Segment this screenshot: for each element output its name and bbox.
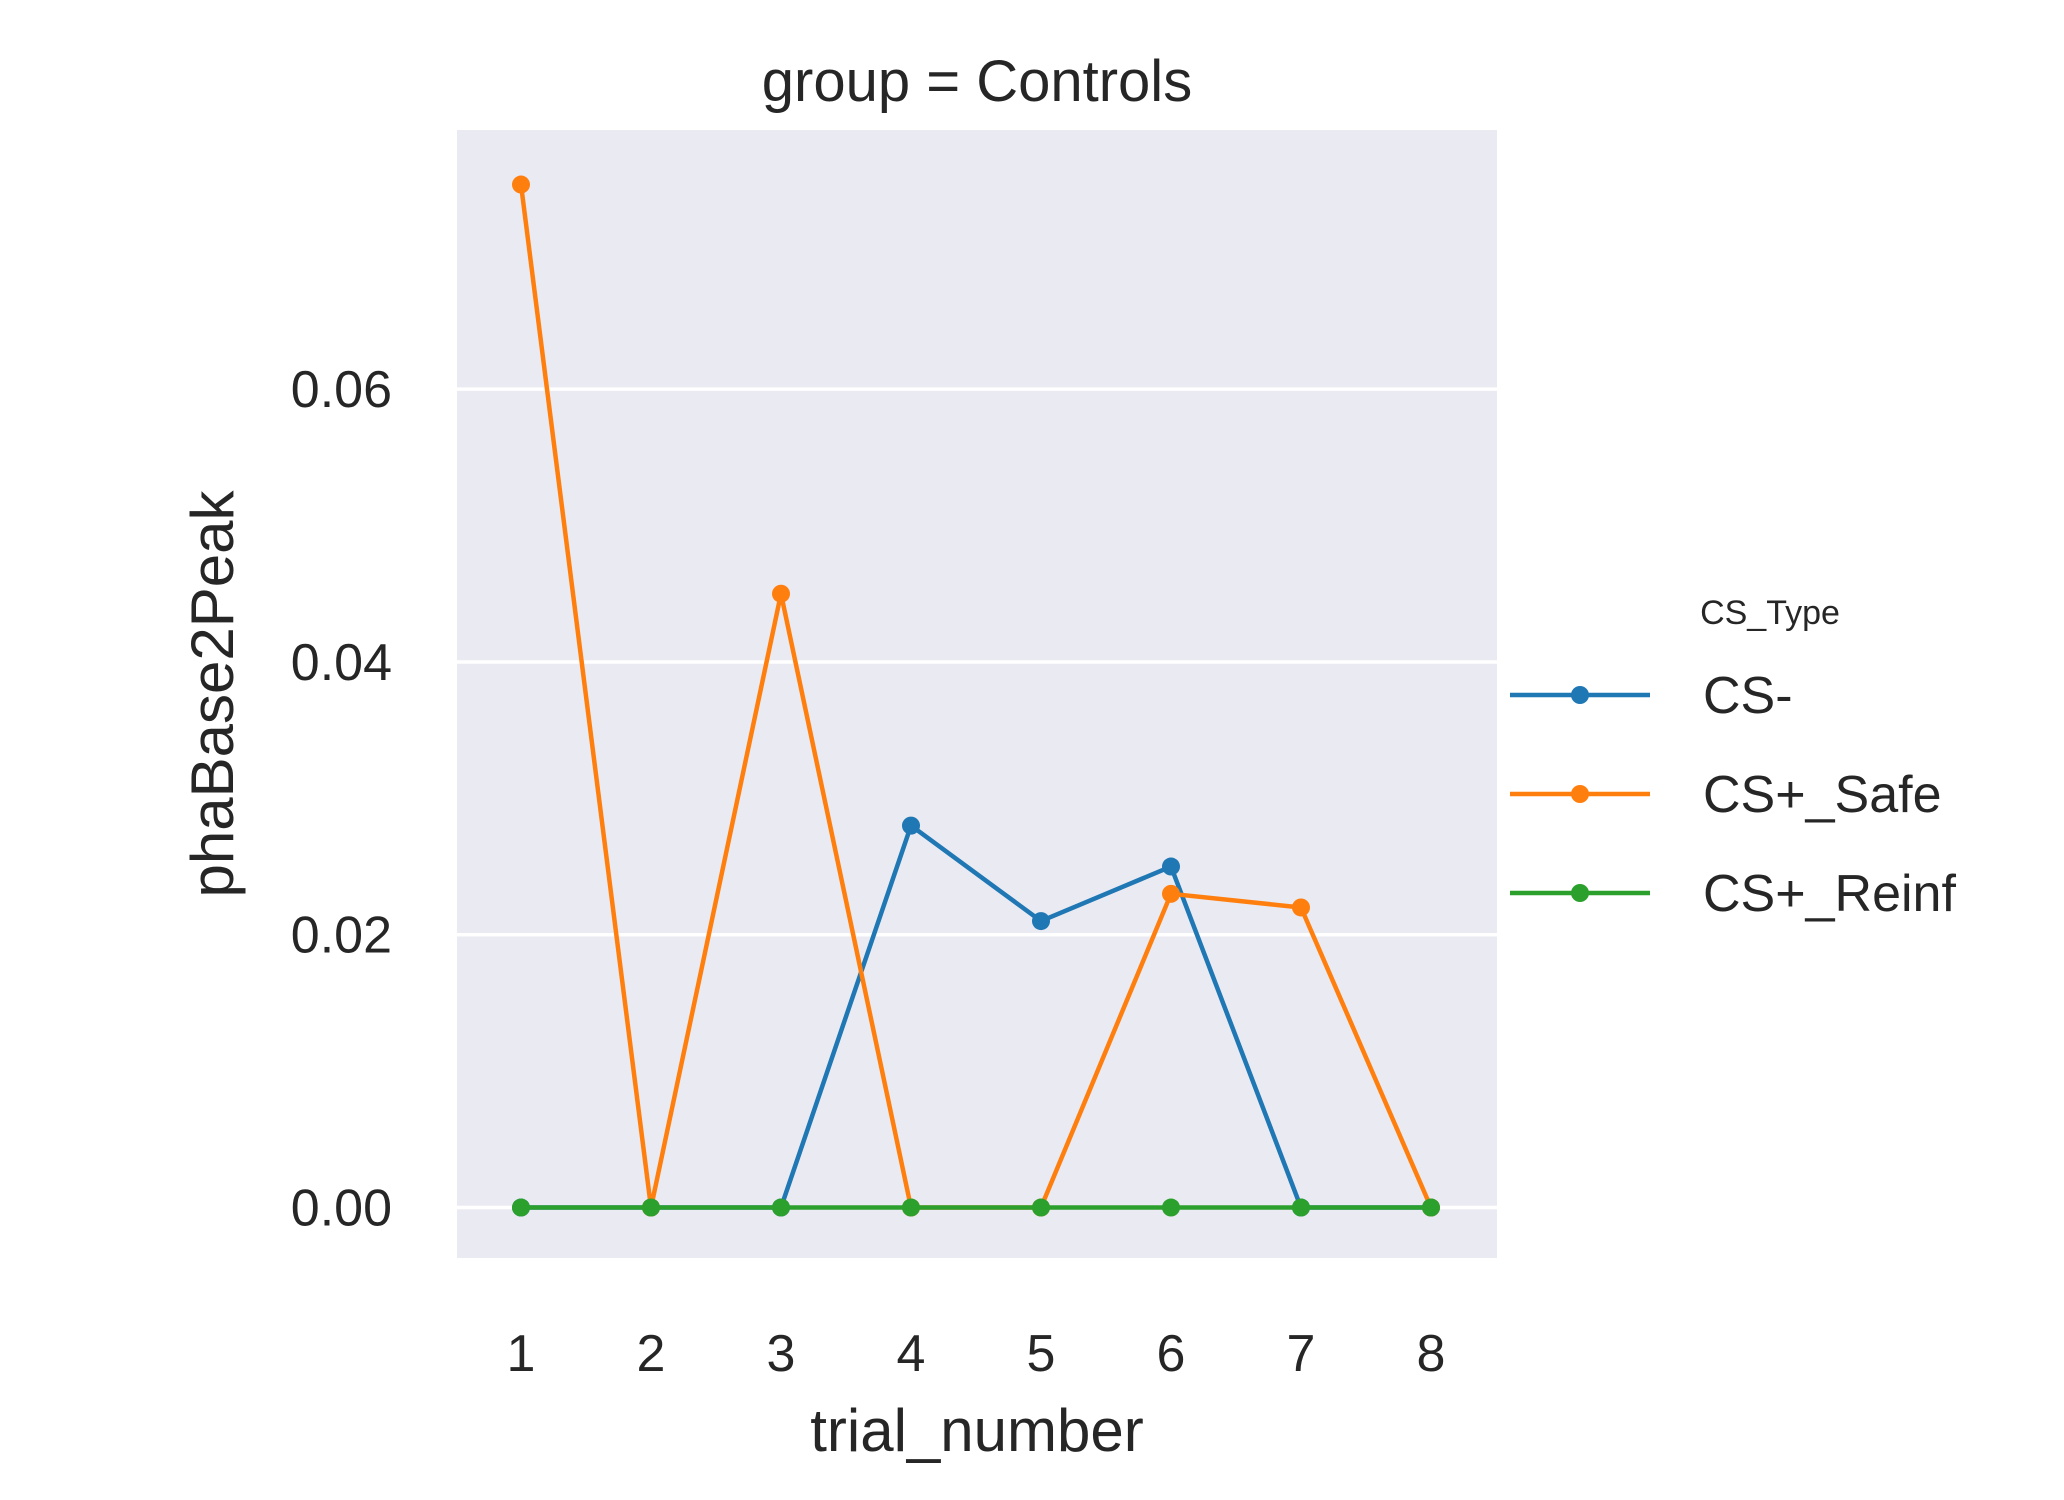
legend-label: CS+_Reinf <box>1703 865 1956 923</box>
x-tick-label: 6 <box>1157 1325 1186 1383</box>
series-lines <box>512 175 1440 1217</box>
legend-swatch-marker <box>1571 785 1589 803</box>
plot-area <box>457 130 1497 1258</box>
x-axis-ticks: 1 2 3 4 5 6 7 8 <box>507 1325 1446 1383</box>
data-point <box>1162 1198 1180 1217</box>
x-tick-label: 4 <box>897 1325 926 1383</box>
legend-item: CS+_Reinf <box>1510 865 1956 923</box>
data-point <box>1162 857 1180 876</box>
x-tick-label: 2 <box>637 1325 666 1383</box>
data-point <box>1422 1198 1440 1217</box>
data-point <box>512 1198 530 1217</box>
legend-swatch-marker <box>1571 686 1589 704</box>
legend-title: CS_Type <box>1700 594 1840 632</box>
x-tick-label: 1 <box>507 1325 536 1383</box>
data-point <box>1162 884 1180 903</box>
y-axis-label: phaBase2Peak <box>179 490 246 898</box>
data-point <box>1292 898 1310 917</box>
x-tick-label: 3 <box>767 1325 796 1383</box>
legend-item: CS+_Safe <box>1510 766 1942 824</box>
y-tick-label: 0.02 <box>291 907 392 965</box>
y-axis-ticks: 0.00 0.02 0.04 0.06 <box>291 361 392 1237</box>
data-point <box>512 175 530 194</box>
x-tick-label: 8 <box>1417 1325 1446 1383</box>
legend-swatch-marker <box>1571 884 1589 902</box>
data-point <box>902 816 920 835</box>
data-point <box>642 1198 660 1217</box>
legend-label: CS- <box>1703 667 1793 725</box>
chart-title: group = Controls <box>762 49 1192 114</box>
legend-item: CS- <box>1510 667 1793 725</box>
x-tick-label: 7 <box>1287 1325 1316 1383</box>
data-point <box>1292 1198 1310 1217</box>
x-tick-label: 5 <box>1027 1325 1056 1383</box>
data-point <box>1032 912 1050 931</box>
series-cs-reinf <box>512 1198 1440 1217</box>
legend-label: CS+_Safe <box>1703 766 1942 824</box>
legend: CS_Type CS- CS+_Safe CS+_Reinf <box>1510 594 1956 923</box>
y-tick-label: 0.04 <box>291 634 392 692</box>
data-point <box>1032 1198 1050 1217</box>
y-tick-label: 0.06 <box>291 361 392 419</box>
data-point <box>772 1198 790 1217</box>
data-point <box>772 584 790 603</box>
y-tick-label: 0.00 <box>291 1180 392 1238</box>
x-axis-label: trial_number <box>810 1397 1144 1464</box>
data-point <box>902 1198 920 1217</box>
